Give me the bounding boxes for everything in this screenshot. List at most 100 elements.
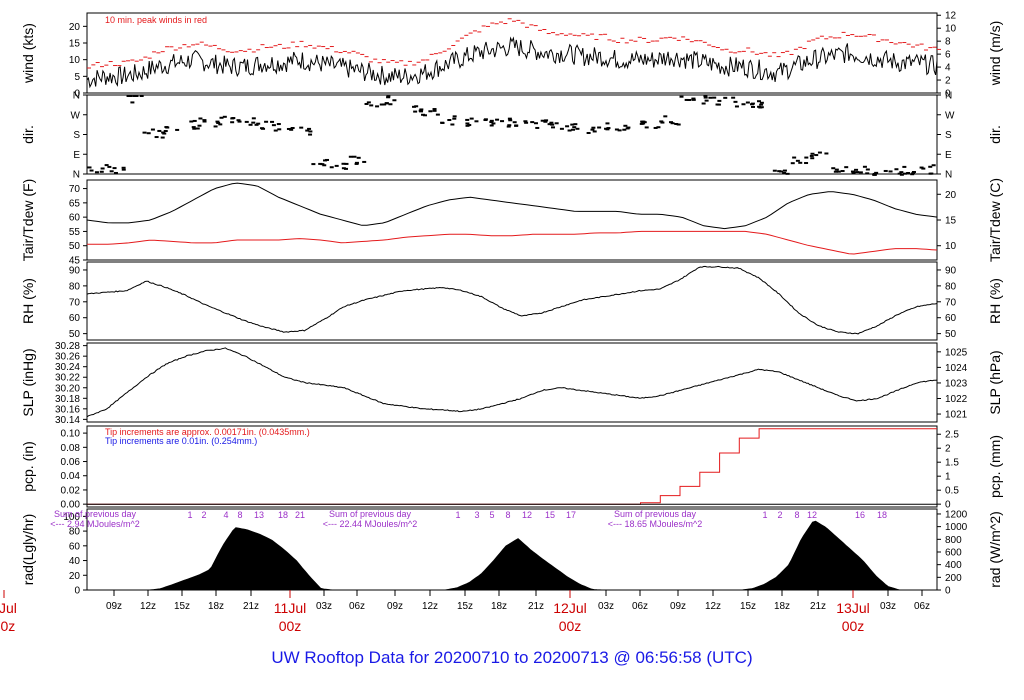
right-tick-label: 2 xyxy=(945,444,951,455)
dir-mark xyxy=(745,101,750,104)
dir-mark xyxy=(465,122,470,125)
dir-mark xyxy=(622,128,627,131)
day-hour-label: 00z xyxy=(279,618,302,634)
dir-mark xyxy=(824,152,829,155)
sunshine-marker: 15 xyxy=(545,510,555,520)
dir-mark xyxy=(757,100,762,103)
dir-mark xyxy=(712,96,717,99)
left-tick-label: 55 xyxy=(69,227,81,238)
right-axis-title: dir. xyxy=(987,125,1003,144)
dir-mark xyxy=(570,123,575,126)
left-tick-label: 65 xyxy=(69,198,81,209)
dir-mark xyxy=(452,117,457,120)
sunshine-marker: 1 xyxy=(455,510,460,520)
dir-mark xyxy=(121,168,126,171)
sunshine-marker: 21 xyxy=(295,510,305,520)
hour-tick-label: 03z xyxy=(880,601,896,612)
radiation-area xyxy=(87,520,937,591)
panel-annotation: 10 min. peak winds in red xyxy=(105,15,207,25)
dir-mark xyxy=(804,162,809,165)
day-label: 13Jul xyxy=(836,600,869,616)
dir-mark xyxy=(623,124,628,127)
hour-tick-label: 12z xyxy=(422,601,438,612)
dir-mark xyxy=(261,127,266,130)
left-axis-title: SLP (inHg) xyxy=(20,348,36,416)
dir-mark xyxy=(414,105,419,108)
dir-mark xyxy=(617,129,622,132)
left-tick-label: 30.22 xyxy=(55,373,80,384)
dir-mark xyxy=(858,171,863,174)
left-tick-label: 30.26 xyxy=(55,352,80,363)
dir-mark xyxy=(733,100,738,103)
dir-mark xyxy=(606,127,611,130)
dir-mark xyxy=(530,121,535,124)
dir-mark xyxy=(676,123,681,126)
chart-title: UW Rooftop Data for 20200710 to 20200713… xyxy=(271,648,753,667)
dir-mark xyxy=(921,167,926,170)
dir-mark xyxy=(691,97,696,100)
dir-mark xyxy=(192,119,197,122)
dir-mark xyxy=(375,105,380,108)
dir-mark xyxy=(354,161,359,164)
dir-mark xyxy=(352,155,357,158)
right-tick-label: 90 xyxy=(945,265,957,276)
left-tick-label: 20 xyxy=(69,22,81,33)
dir-mark xyxy=(834,168,839,171)
right-tick-label: 1025 xyxy=(945,347,968,358)
rh-series-0 xyxy=(86,265,938,335)
dir-mark xyxy=(362,160,367,163)
sunshine-marker: 1 xyxy=(187,510,192,520)
dir-mark xyxy=(782,169,787,172)
dir-mark xyxy=(507,124,512,127)
dir-mark xyxy=(213,125,218,128)
sunshine-marker: 13 xyxy=(254,510,264,520)
panel-frame xyxy=(86,261,938,341)
dir-mark xyxy=(533,122,538,125)
dir-mark xyxy=(833,170,838,173)
left-tick-label: 40 xyxy=(69,556,81,567)
wind-series-0 xyxy=(86,36,938,89)
dir-mark xyxy=(559,127,564,130)
dir-mark xyxy=(865,168,870,171)
dir-mark xyxy=(862,165,867,168)
dir-mark xyxy=(514,124,519,127)
dir-mark xyxy=(489,121,494,124)
sunshine-marker: 8 xyxy=(794,510,799,520)
dir-mark xyxy=(703,95,708,97)
right-tick-label: 200 xyxy=(945,573,962,584)
hour-tick-label: 06z xyxy=(349,601,365,612)
dir-mark xyxy=(450,123,455,126)
dir-mark xyxy=(899,173,904,176)
right-tick-label: 400 xyxy=(945,560,962,571)
dir-mark xyxy=(779,170,784,173)
dir-mark xyxy=(605,122,610,125)
dir-mark xyxy=(322,164,327,167)
dir-mark xyxy=(251,121,256,124)
dir-mark xyxy=(289,128,294,131)
dir-mark xyxy=(113,171,118,174)
dir-mark xyxy=(731,96,736,99)
right-tick-label: 8 xyxy=(945,37,951,48)
dir-mark xyxy=(547,123,552,126)
dir-mark xyxy=(734,105,739,108)
dir-mark xyxy=(412,105,417,108)
dir-mark xyxy=(465,118,470,121)
dir-mark xyxy=(160,136,165,139)
dir-mark xyxy=(512,121,517,124)
dir-mark xyxy=(215,120,220,123)
left-tick-label: 0.02 xyxy=(61,485,81,496)
dir-mark xyxy=(386,95,391,98)
dir-mark xyxy=(759,103,764,106)
right-tick-label: 0 xyxy=(945,586,951,597)
sunshine-marker: 1 xyxy=(762,510,767,520)
right-axis-title: rad (W/m^2) xyxy=(987,511,1003,588)
sunshine-marker: 3 xyxy=(474,510,479,520)
dir-mark xyxy=(919,166,924,169)
dir-mark xyxy=(840,170,845,173)
dir-mark xyxy=(597,126,602,129)
dir-mark xyxy=(89,169,94,172)
dir-mark xyxy=(248,123,253,126)
right-tick-label: 10 xyxy=(945,241,957,252)
left-axis-title: rad(Lgly/hr) xyxy=(20,514,36,586)
daily-sum-value: <--- 18.65 MJoules/m^2 xyxy=(608,519,703,529)
